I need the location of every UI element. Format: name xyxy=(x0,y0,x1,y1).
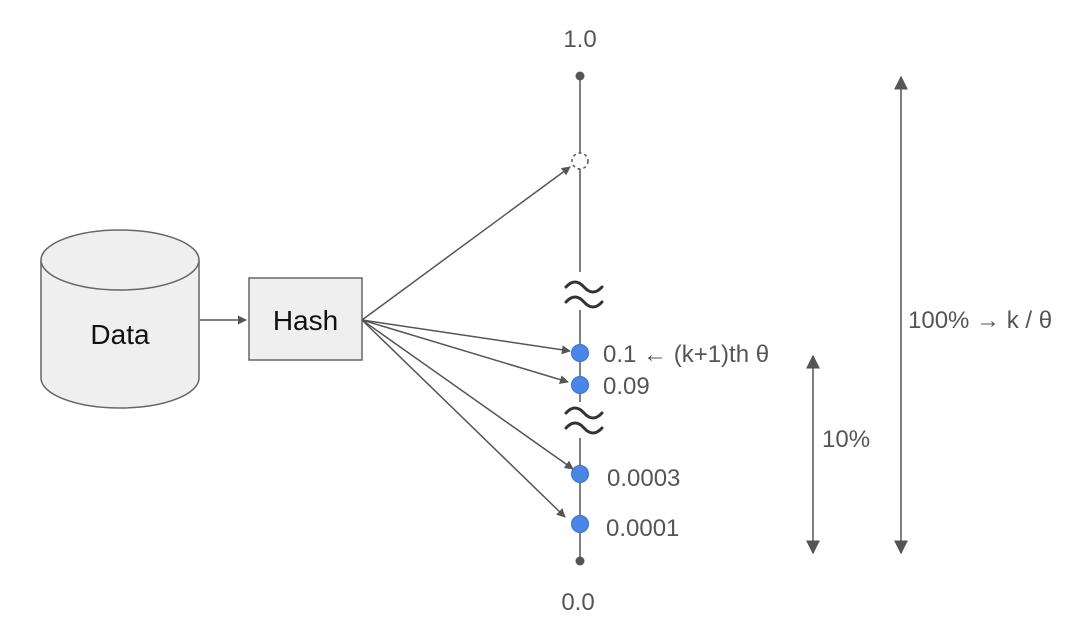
top-value-label: 1.0 xyxy=(563,26,596,53)
arrow-to-point-1 xyxy=(361,319,571,355)
top-endpoint xyxy=(575,71,585,81)
arrow-to-point-2 xyxy=(361,319,569,384)
point-label-1: 0.1 ← (k+1)th θ xyxy=(603,341,769,368)
bottom-endpoint xyxy=(575,556,585,566)
axis-break-lower xyxy=(562,402,604,438)
hash-output-arrows xyxy=(361,166,574,518)
arrow-to-point-4 xyxy=(361,319,566,518)
point-label-4: 0.0001 xyxy=(606,515,679,542)
bottom-value-label: 0.0 xyxy=(561,589,594,616)
hash-label: Hash xyxy=(273,305,338,336)
span-10-percent-label: 10% xyxy=(822,426,870,453)
arrow-to-point-3 xyxy=(361,319,574,470)
arrow-to-hidden-point xyxy=(361,166,571,321)
hash-box: Hash xyxy=(248,277,363,361)
sample-point xyxy=(571,465,589,483)
span-100-percent-label: 100% → k / θ xyxy=(908,307,1052,334)
point-label-2: 0.09 xyxy=(603,373,650,400)
axis-break-upper xyxy=(562,272,604,310)
sample-points xyxy=(571,344,589,533)
sample-point xyxy=(571,344,589,362)
point-label-3: 0.0003 xyxy=(607,465,680,492)
sample-point xyxy=(571,376,589,394)
data-label: Data xyxy=(90,319,150,350)
hidden-point xyxy=(571,152,589,170)
sample-point xyxy=(571,515,589,533)
data-store-cylinder: Data xyxy=(40,229,200,409)
